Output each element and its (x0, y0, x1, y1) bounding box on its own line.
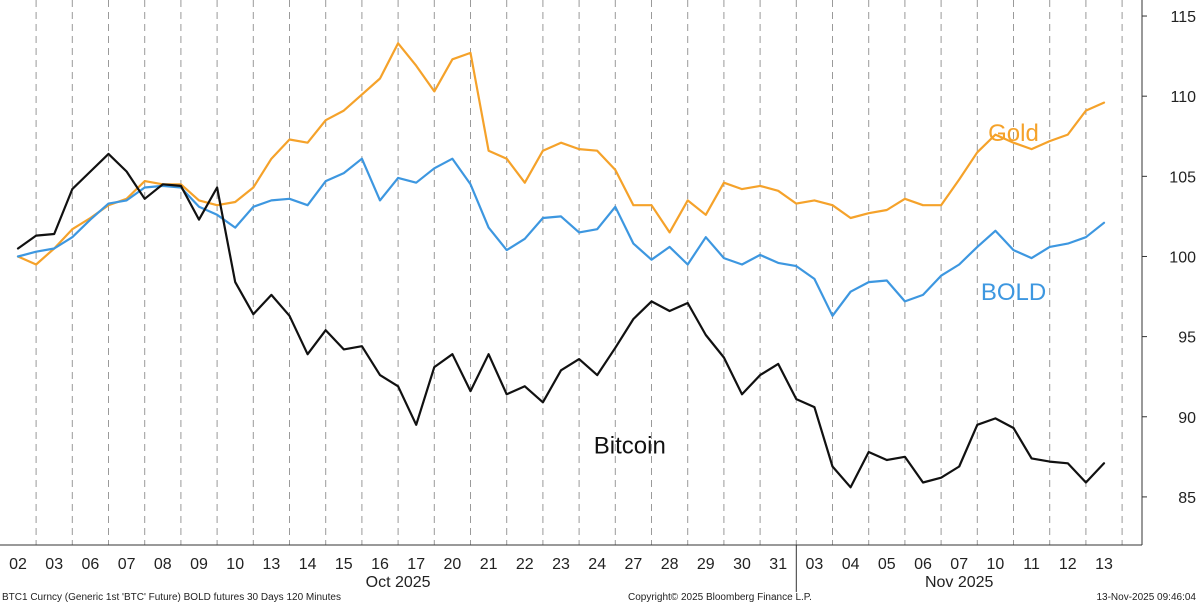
y-tick-label: 90 (1178, 410, 1196, 427)
x-tick-label: 06 (82, 556, 100, 573)
footer-copyright: Copyright© 2025 Bloomberg Finance L.P. (628, 592, 812, 603)
x-tick-label: 02 (9, 556, 27, 573)
y-tick-label: 85 (1178, 490, 1196, 507)
series-line-bold (16, 157, 1106, 317)
y-tick-label: 95 (1178, 330, 1196, 347)
x-tick-label: 23 (552, 556, 570, 573)
x-tick-label: 06 (914, 556, 932, 573)
x-tick-label: 16 (371, 556, 389, 573)
x-tick-label: 22 (516, 556, 534, 573)
x-tick-label: 05 (878, 556, 896, 573)
footer-timestamp: 13-Nov-2025 09:46:04 (1096, 592, 1196, 603)
x-tick-label: 27 (625, 556, 643, 573)
x-tick-label: 09 (190, 556, 208, 573)
x-tick-label: 10 (226, 556, 244, 573)
series-layer (16, 42, 1106, 489)
x-tick-label: 21 (480, 556, 498, 573)
x-tick-label: 13 (1095, 556, 1113, 573)
x-tick-label: 17 (407, 556, 425, 573)
x-tick-label: 24 (588, 556, 606, 573)
y-tick-label: 115 (1170, 9, 1196, 26)
line-chart: 85 90 95 100 105 110 115 02 03 06 07 08 09 10 13 14 15 16… (0, 0, 1196, 592)
x-tick-label: 28 (661, 556, 679, 573)
x-tick-label: 07 (118, 556, 136, 573)
y-tick-label: 100 (1169, 249, 1196, 266)
x-tick-label: 31 (769, 556, 787, 573)
series-label-bold: BOLD (981, 279, 1046, 306)
x-tick-label: 04 (842, 556, 860, 573)
x-tick-label: 12 (1059, 556, 1077, 573)
x-tick-label: 03 (806, 556, 824, 573)
x-tick-label: 15 (335, 556, 353, 573)
x-tick-label: 29 (697, 556, 715, 573)
series-label-bitcoin: Bitcoin (594, 433, 666, 460)
grid-layer (35, 0, 1123, 545)
x-tick-label: 14 (299, 556, 317, 573)
axis-layer: 85 90 95 100 105 110 115 02 03 06 07 08 09 10 13 14 15 16… (0, 0, 1196, 592)
month-label: Nov 2025 (925, 574, 994, 591)
series-line-gold (16, 42, 1106, 266)
x-tick-label: 11 (1023, 556, 1040, 573)
x-tick-label: 07 (950, 556, 968, 573)
x-tick-label: 03 (45, 556, 63, 573)
y-tick-label: 110 (1170, 89, 1196, 106)
month-label: Oct 2025 (366, 574, 431, 591)
y-tick-label: 105 (1169, 169, 1196, 186)
x-tick-label: 13 (263, 556, 281, 573)
x-tick-label: 20 (444, 556, 462, 573)
x-tick-label: 10 (987, 556, 1005, 573)
footer-source: BTC1 Curncy (Generic 1st 'BTC' Future) B… (2, 592, 341, 603)
x-tick-label: 30 (733, 556, 751, 573)
series-label-gold: Gold (988, 120, 1039, 147)
series-line-bitcoin (16, 152, 1106, 489)
x-tick-label: 08 (154, 556, 172, 573)
annotation-layer: Gold BOLD Bitcoin (594, 120, 1046, 460)
